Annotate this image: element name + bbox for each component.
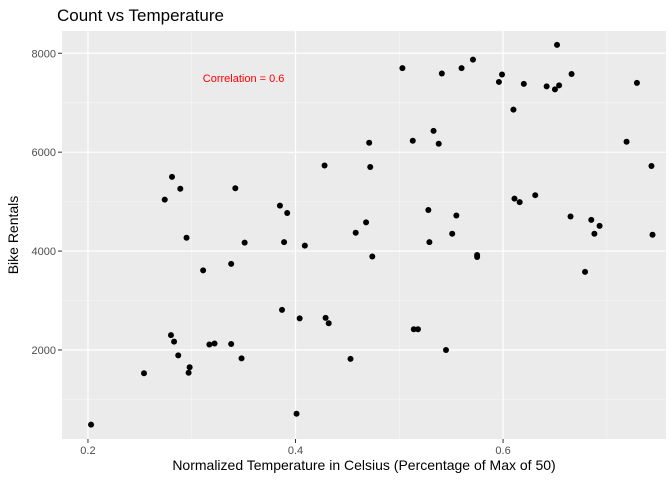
data-point (347, 355, 354, 362)
correlation-annotation: Correlation = 0.6 (203, 73, 285, 85)
data-point (554, 41, 561, 48)
data-point (140, 370, 147, 377)
data-point (399, 65, 406, 72)
data-point (211, 340, 218, 347)
data-point (588, 216, 595, 223)
x-tick-label: 0.2 (80, 445, 95, 457)
data-point (369, 253, 376, 260)
major-gridlines (62, 31, 666, 439)
data-point (582, 268, 589, 275)
data-point (241, 239, 248, 246)
x-tick-label: 0.4 (288, 445, 303, 457)
data-point (325, 320, 332, 327)
data-point (567, 213, 574, 220)
data-point (228, 341, 235, 348)
data-point (495, 78, 502, 85)
data-point (633, 79, 640, 86)
data-point (238, 355, 245, 362)
data-point (591, 230, 598, 237)
data-point (296, 315, 303, 322)
data-point (177, 185, 184, 192)
data-point (410, 326, 417, 333)
data-point (551, 86, 558, 93)
data-point (175, 352, 182, 359)
y-axis-title: Bike Rentals (5, 196, 21, 275)
data-point (520, 80, 527, 87)
data-point (430, 127, 437, 134)
data-point (435, 140, 442, 147)
data-point (511, 195, 518, 202)
data-point (161, 196, 168, 203)
data-point (185, 369, 192, 376)
data-point (438, 70, 445, 77)
data-point (532, 192, 539, 199)
chart-title: Count vs Temperature (57, 6, 224, 25)
y-axis-ticks: 2000 4000 6000 8000 (32, 48, 62, 357)
data-point (232, 185, 239, 192)
data-point (321, 162, 328, 169)
data-point (516, 199, 523, 206)
data-point (499, 71, 506, 78)
data-point (556, 82, 563, 89)
y-tick-label: 4000 (32, 246, 56, 258)
data-point (88, 421, 95, 428)
data-point (596, 222, 603, 229)
data-point (409, 137, 416, 144)
data-point (171, 338, 178, 345)
data-point (167, 332, 174, 339)
data-point (426, 239, 433, 246)
x-tick-label: 0.6 (495, 445, 510, 457)
data-point (183, 234, 190, 241)
data-point (367, 164, 374, 170)
data-point (228, 260, 235, 267)
data-point (322, 314, 329, 321)
data-point (649, 231, 656, 238)
data-point (474, 252, 481, 259)
data-point (543, 83, 550, 90)
y-tick-label: 2000 (32, 345, 56, 357)
x-axis-title: Normalized Temperature in Celsius (Perce… (172, 457, 555, 473)
y-tick-label: 6000 (32, 147, 56, 159)
data-point (366, 139, 373, 146)
data-point (293, 410, 300, 417)
data-point (442, 346, 449, 353)
data-point (363, 219, 370, 226)
data-point (284, 209, 291, 216)
data-point (453, 212, 460, 219)
data-point (425, 207, 432, 214)
data-point (301, 242, 308, 249)
data-point (648, 163, 655, 170)
x-axis-ticks: 0.2 0.4 0.6 (80, 439, 511, 457)
data-point (458, 65, 465, 72)
data-point (469, 56, 476, 63)
data-point (414, 326, 421, 333)
data-point (206, 341, 213, 348)
y-tick-label: 8000 (32, 48, 56, 60)
data-point (568, 71, 575, 78)
data-point (449, 230, 456, 237)
data-points (88, 41, 656, 428)
data-point (510, 106, 517, 113)
plot-panel (62, 31, 666, 439)
data-point (352, 229, 359, 236)
data-point (623, 138, 630, 145)
data-point (186, 364, 193, 371)
data-point (169, 173, 176, 180)
data-point (200, 267, 207, 274)
data-point (281, 239, 288, 246)
data-point (279, 306, 286, 313)
data-point (276, 202, 283, 209)
